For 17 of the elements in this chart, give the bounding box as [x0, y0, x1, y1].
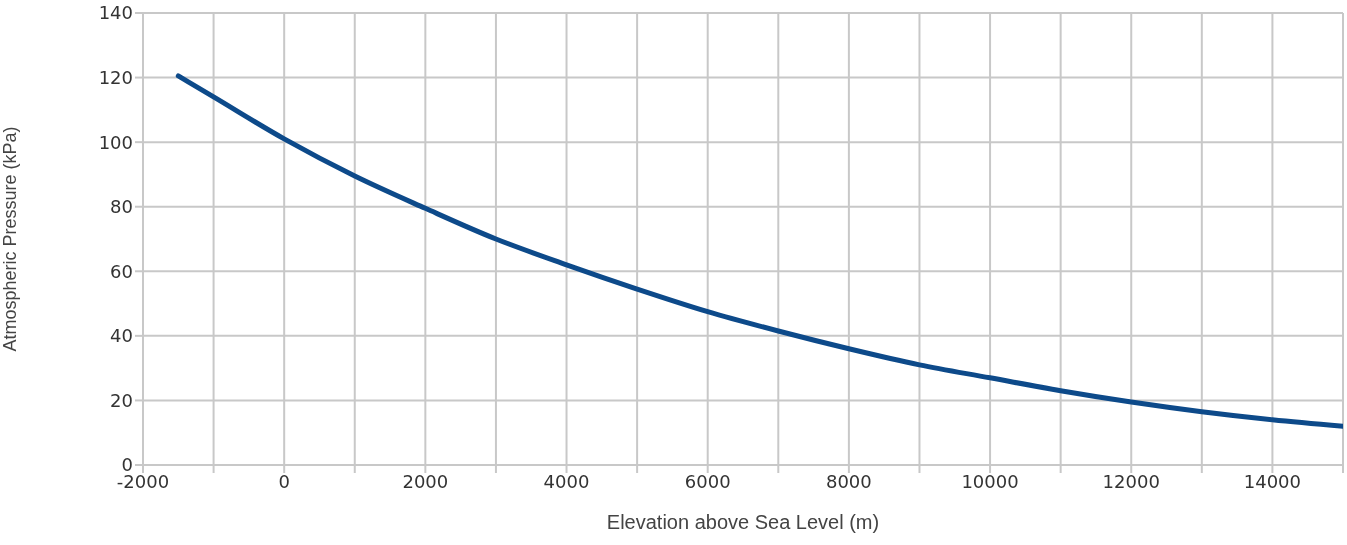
x-tick-label: 8000 [825, 470, 872, 492]
y-tick-label: 40 [110, 325, 133, 347]
y-tick-label: 100 [98, 131, 133, 153]
x-tick-label: 12000 [1102, 470, 1160, 492]
x-tick-label: 0 [278, 470, 290, 492]
x-tick-label: 10000 [961, 470, 1019, 492]
x-tick-label: 14000 [1243, 470, 1302, 492]
y-tick-label: 20 [110, 389, 133, 411]
x-tick-label: 6000 [684, 470, 731, 492]
y-tick-label: 140 [98, 2, 133, 24]
x-tick-label: 2000 [402, 470, 449, 492]
y-axis-title: Atmospheric Pressure (kPa) [0, 126, 21, 352]
y-tick-label: 80 [110, 196, 133, 218]
x-tick-label: 4000 [543, 470, 590, 492]
x-axis-title: Elevation above Sea Level (m) [606, 511, 880, 533]
y-tick-label: 60 [110, 260, 133, 282]
y-tick-label: 120 [98, 66, 133, 88]
